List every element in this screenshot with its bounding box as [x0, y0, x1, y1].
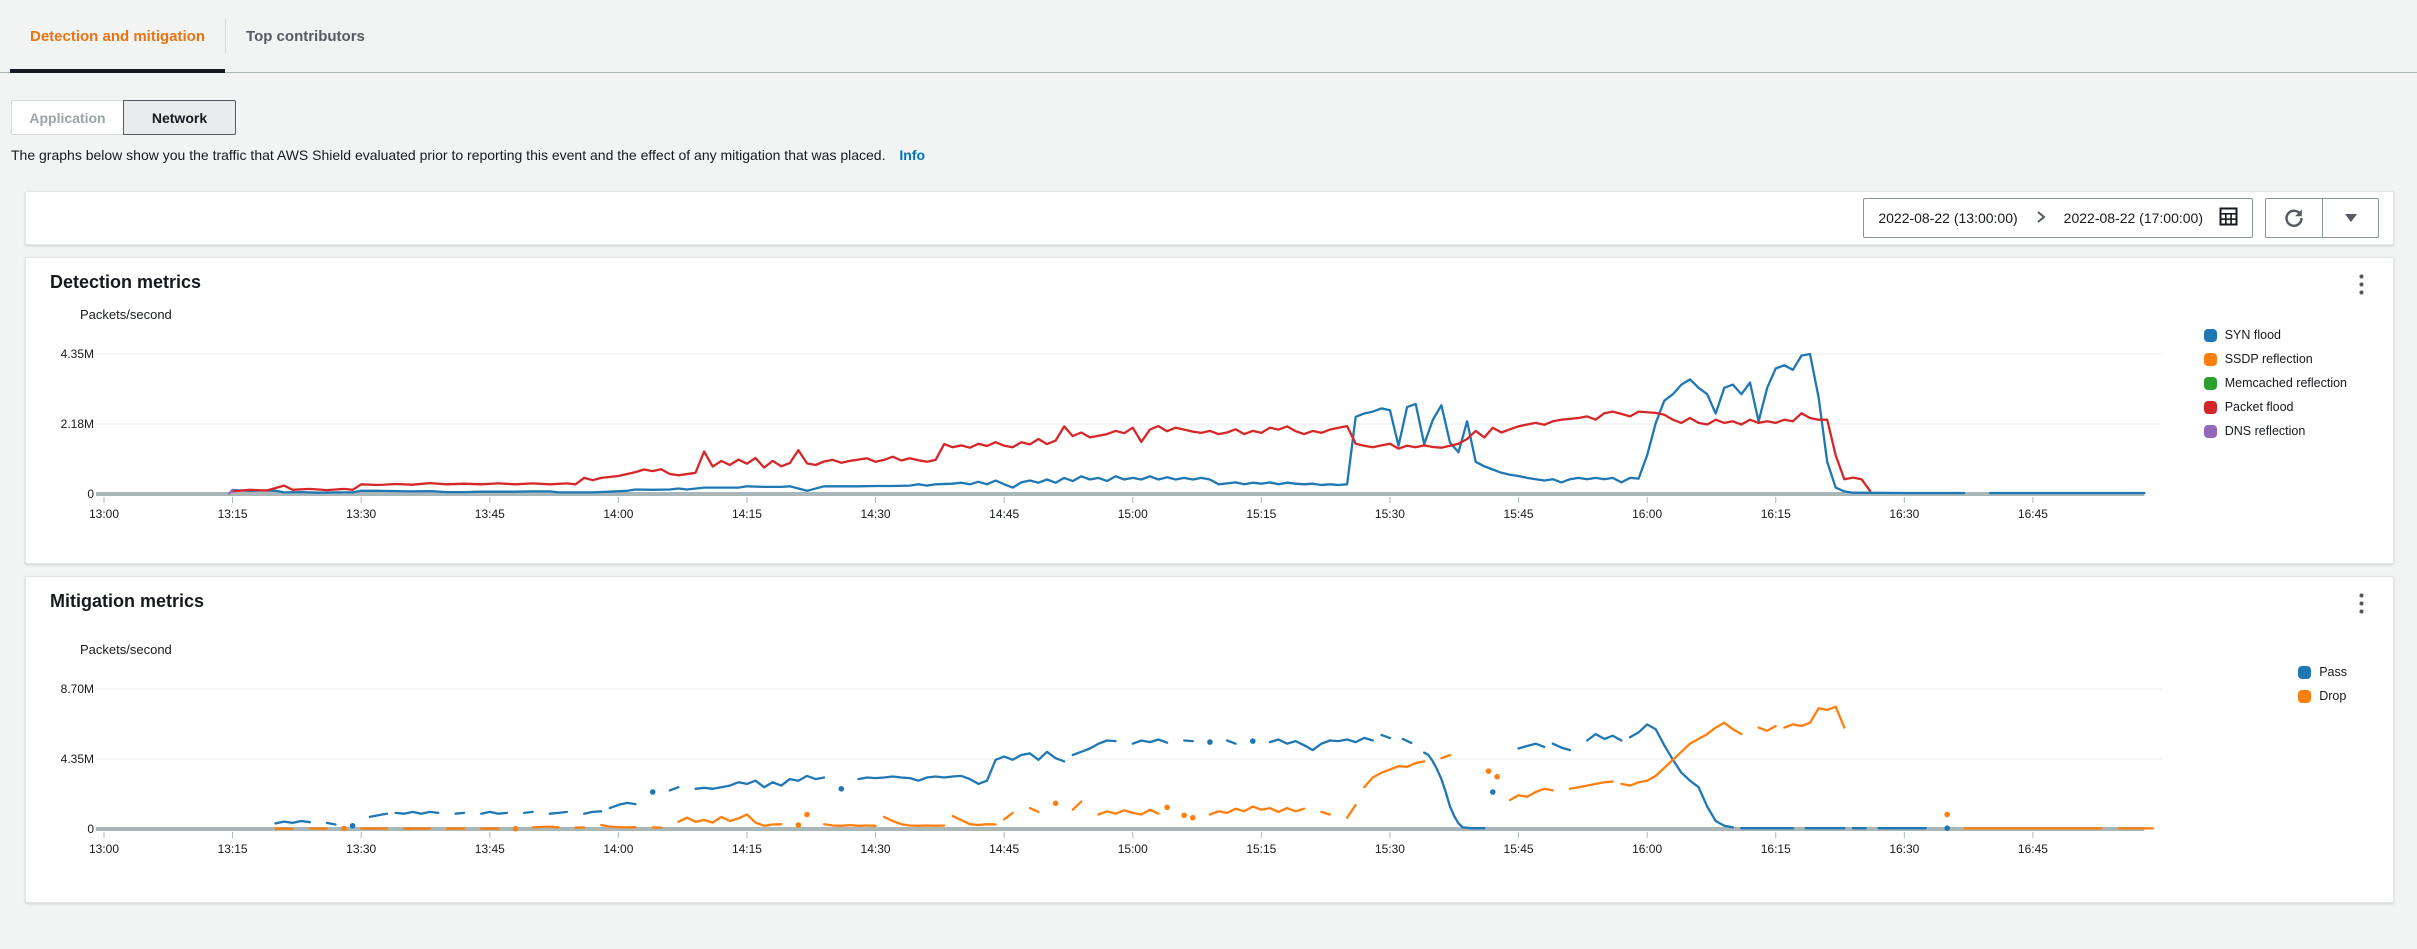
legend-swatch	[2298, 665, 2312, 679]
tab-detection-and-mitigation[interactable]: Detection and mitigation	[10, 0, 226, 73]
legend-item[interactable]: SYN flood	[2203, 328, 2347, 342]
legend-label: Drop	[2319, 689, 2347, 703]
legend-item[interactable]: DNS reflection	[2203, 424, 2347, 438]
tab-label: Top contributors	[246, 27, 365, 45]
svg-text:0: 0	[87, 487, 94, 501]
svg-text:14:30: 14:30	[861, 507, 891, 521]
chevron-right-icon	[2034, 209, 2048, 228]
svg-text:15:30: 15:30	[1375, 842, 1405, 856]
tab-top-contributors[interactable]: Top contributors	[226, 0, 385, 72]
legend-label: Pass	[2319, 665, 2347, 679]
svg-text:8.70M: 8.70M	[61, 682, 94, 696]
legend-label: SSDP reflection	[2224, 352, 2313, 366]
svg-text:14:15: 14:15	[732, 842, 762, 856]
svg-text:4.35M: 4.35M	[61, 347, 94, 361]
svg-text:16:45: 16:45	[2018, 507, 2048, 521]
panel-title: Mitigation metrics	[50, 591, 205, 611]
detection-metrics-panel: Detection metrics Packets/second 0 2.18M 4…	[25, 257, 2394, 564]
svg-text:0: 0	[87, 822, 94, 836]
chart-actions-menu-button[interactable]	[2347, 589, 2375, 617]
svg-text:2.18M: 2.18M	[61, 417, 94, 431]
svg-text:13:15: 13:15	[218, 842, 248, 856]
svg-text:14:45: 14:45	[989, 507, 1019, 521]
legend-label: SYN flood	[2224, 328, 2281, 342]
y-axis-unit-label: Packets/second	[80, 642, 172, 657]
svg-text:15:00: 15:00	[1118, 842, 1148, 856]
caret-down-icon	[2344, 214, 2357, 222]
svg-text:13:00: 13:00	[89, 842, 119, 856]
legend-label: Memcached reflection	[2224, 376, 2347, 390]
svg-text:15:15: 15:15	[1246, 507, 1276, 521]
time-range-toolbar: 2022-08-22 (13:00:00) 2022-08-22 (17:00:…	[25, 191, 2394, 245]
svg-text:15:30: 15:30	[1375, 507, 1405, 521]
detection-chart-plot[interactable]: 0 2.18M 4.35M 13:00 13:15 13:30 13:45 14:00 14:1…	[50, 326, 2371, 536]
panel-title: Detection metrics	[50, 272, 202, 292]
date-range-picker[interactable]: 2022-08-22 (13:00:00) 2022-08-22 (17:00:…	[1863, 198, 2253, 238]
svg-text:4.35M: 4.35M	[61, 752, 94, 766]
legend-swatch	[2203, 328, 2217, 342]
legend-item[interactable]: Pass	[2298, 665, 2347, 679]
svg-text:15:00: 15:00	[1118, 507, 1148, 521]
legend-swatch	[2298, 689, 2312, 703]
kebab-menu-icon	[2358, 592, 2364, 614]
tab-bar: Detection and mitigation Top contributor…	[0, 0, 2417, 73]
svg-text:15:45: 15:45	[1504, 507, 1534, 521]
date-end: 2022-08-22 (17:00:00)	[2063, 210, 2203, 226]
description-text: The graphs below show you the traffic th…	[11, 147, 2417, 163]
legend-label: DNS reflection	[2224, 424, 2306, 438]
tab-divider	[225, 18, 227, 54]
svg-text:16:15: 16:15	[1761, 507, 1791, 521]
svg-text:16:30: 16:30	[1889, 507, 1919, 521]
svg-text:13:30: 13:30	[346, 507, 376, 521]
svg-text:13:30: 13:30	[346, 842, 376, 856]
legend-swatch	[2203, 424, 2217, 438]
svg-text:16:15: 16:15	[1761, 842, 1791, 856]
legend-label: Packet flood	[2224, 400, 2294, 414]
chart-actions-menu-button[interactable]	[2347, 270, 2375, 298]
description-body: The graphs below show you the traffic th…	[11, 147, 886, 163]
svg-text:13:00: 13:00	[89, 507, 119, 521]
date-start: 2022-08-22 (13:00:00)	[1878, 210, 2018, 226]
kebab-menu-icon	[2358, 273, 2364, 295]
refresh-button[interactable]	[2266, 199, 2322, 237]
svg-text:14:15: 14:15	[732, 507, 762, 521]
svg-text:13:15: 13:15	[218, 507, 248, 521]
calendar-icon	[2219, 207, 2238, 229]
svg-text:16:45: 16:45	[2018, 842, 2048, 856]
svg-text:13:45: 13:45	[475, 842, 505, 856]
mitigation-metrics-panel: Mitigation metrics Packets/second 0 4.35M…	[25, 576, 2394, 903]
svg-text:14:00: 14:00	[603, 507, 633, 521]
legend-item[interactable]: SSDP reflection	[2203, 352, 2347, 366]
mitigation-chart-plot[interactable]: 0 4.35M 8.70M 13:00 13:15 13:30 13:45 14:00 14:1…	[50, 661, 2371, 871]
legend-item[interactable]: Memcached reflection	[2203, 376, 2347, 390]
application-toggle-button[interactable]: Application	[11, 100, 124, 135]
tab-label: Detection and mitigation	[30, 27, 206, 45]
svg-text:15:15: 15:15	[1246, 842, 1276, 856]
legend-swatch	[2203, 400, 2217, 414]
info-link[interactable]: Info	[899, 147, 926, 163]
svg-text:14:00: 14:00	[603, 842, 633, 856]
svg-text:14:45: 14:45	[989, 842, 1019, 856]
legend-item[interactable]: Packet flood	[2203, 400, 2347, 414]
time-range-dropdown-button[interactable]	[2322, 199, 2378, 237]
mitigation-chart-legend: Pass Drop	[2294, 665, 2347, 703]
network-toggle-button[interactable]: Network	[123, 100, 236, 135]
detection-chart-legend: SYN flood SSDP reflection Memcached reflec…	[2199, 328, 2347, 438]
svg-text:16:30: 16:30	[1889, 842, 1919, 856]
layer-toggle: Application Network	[11, 100, 236, 135]
toolbar-button-group	[2265, 198, 2379, 238]
y-axis-unit-label: Packets/second	[80, 307, 172, 322]
svg-text:16:00: 16:00	[1632, 507, 1662, 521]
svg-text:13:45: 13:45	[475, 507, 505, 521]
legend-swatch	[2203, 352, 2217, 366]
svg-text:14:30: 14:30	[861, 842, 891, 856]
svg-text:16:00: 16:00	[1632, 842, 1662, 856]
legend-item[interactable]: Drop	[2298, 689, 2347, 703]
legend-swatch	[2203, 376, 2217, 390]
svg-text:15:45: 15:45	[1504, 842, 1534, 856]
refresh-icon	[2285, 209, 2303, 227]
